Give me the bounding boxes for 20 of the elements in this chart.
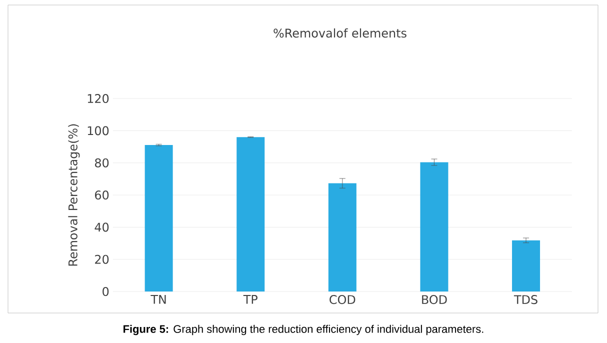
y-tick-label: 0 (102, 287, 109, 296)
y-tick-label: 80 (95, 158, 109, 168)
bar (512, 240, 540, 292)
x-tick-label: BOD (422, 295, 447, 304)
bar (236, 137, 265, 292)
x-tick-label: TDS (514, 295, 538, 304)
text: Figure 5: Graph showing the reduction efficiency of individual parameters. (124, 324, 484, 336)
x-tick-label: TP (243, 295, 258, 304)
bar (328, 183, 356, 292)
bar (420, 162, 448, 292)
y-tick-label: 20 (95, 254, 109, 264)
x-tick-label: TN (150, 295, 166, 304)
chart-title: %Removalof elements (274, 28, 406, 38)
y-tick-label: 100 (88, 126, 109, 136)
x-tick-label: COD (330, 295, 356, 304)
bar (144, 145, 173, 292)
y-axis-title: Removal Percentage(%) (68, 124, 80, 266)
y-tick-label: 60 (95, 190, 109, 200)
y-tick-label: 120 (88, 94, 109, 104)
y-tick-label: 40 (94, 222, 109, 232)
